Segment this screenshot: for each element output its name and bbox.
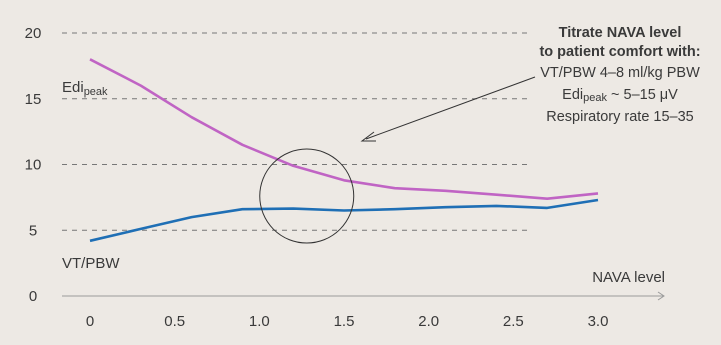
x-tick-label: 2.0	[418, 313, 439, 330]
y-tick-label: 5	[29, 222, 37, 239]
x-tick-label: 2.5	[503, 313, 524, 330]
x-tick-label: 3.0	[588, 313, 609, 330]
x-axis-arrow-icon	[657, 291, 665, 301]
annotation-line2-rest: ~ 5–15 μV	[607, 87, 678, 103]
series-lines	[89, 58, 599, 243]
annotation-line2: Edipeak ~ 5–15 μV	[562, 87, 678, 104]
annotation-line2-sub: peak	[583, 92, 607, 104]
annotation-title-line1: Titrate NAVA level	[559, 25, 682, 41]
y-tick-label: 0	[29, 288, 37, 305]
series-label-edi-peak: Edipeak	[62, 79, 108, 98]
annotation-line3: Respiratory rate 15–35	[546, 109, 694, 125]
series-label-edi-main: Edi	[62, 79, 84, 96]
annotation-title-line2: to patient comfort with:	[539, 44, 700, 60]
tick-labels: 0 5 10 15 20 0 0.5 1.0 1.5 2.0 2.5 3.0	[25, 25, 609, 330]
x-axis-label: NAVA level	[592, 269, 665, 286]
x-tick-label: 1.0	[249, 313, 270, 330]
x-tick-label: 1.5	[334, 313, 355, 330]
annotation-line2-main: Edi	[562, 87, 583, 103]
series-label-vt-pbw: VT/PBW	[62, 255, 120, 272]
y-tick-label: 15	[25, 91, 42, 108]
annotation-arrow-head-icon	[360, 131, 376, 142]
y-tick-label: 20	[25, 25, 42, 42]
highlight-circle	[259, 148, 355, 244]
annotation-line1: VT/PBW 4–8 ml/kg PBW	[540, 65, 700, 81]
annotation-box: Titrate NAVA level to patient comfort wi…	[539, 25, 700, 125]
annotation-arrow-line	[365, 76, 536, 140]
x-tick-label: 0.5	[164, 313, 185, 330]
grid-lines	[62, 32, 530, 231]
y-tick-label: 10	[25, 157, 42, 174]
series-line-0	[89, 58, 599, 200]
x-tick-label: 0	[86, 313, 94, 330]
series-line-1	[89, 198, 599, 243]
series-label-edi-sub: peak	[84, 86, 108, 98]
